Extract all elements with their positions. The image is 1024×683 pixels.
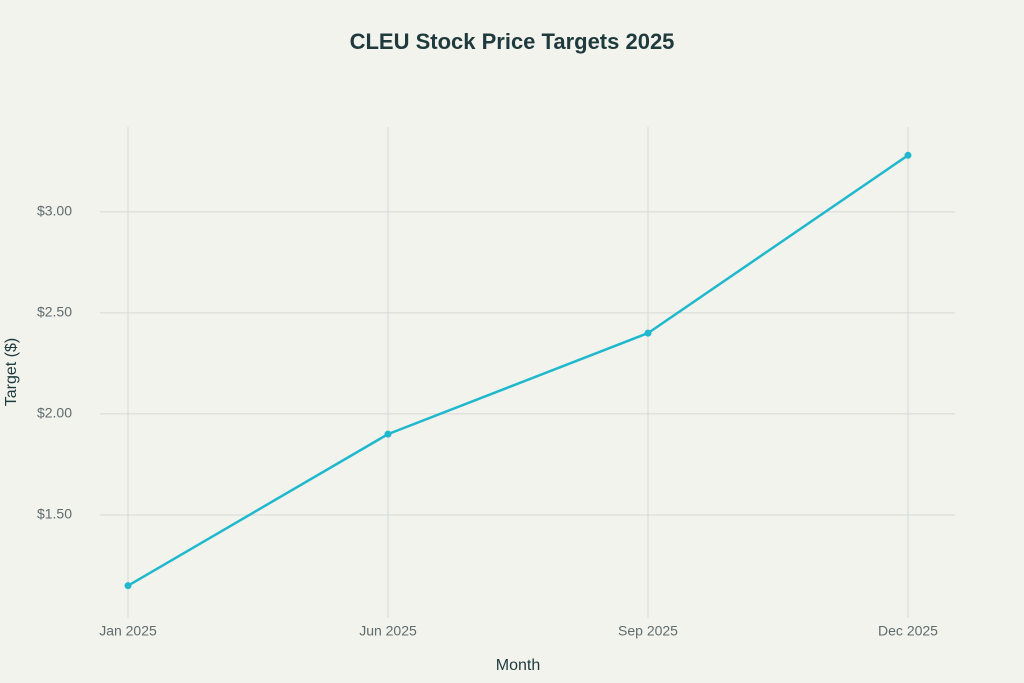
point — [644, 329, 652, 337]
y-tick-label: $1.50 — [37, 506, 72, 522]
chart-title: CLEU Stock Price Targets 2025 — [350, 29, 675, 54]
y-tick-label: $3.00 — [37, 203, 72, 219]
x-tick-label: Sep 2025 — [618, 623, 678, 639]
point — [384, 430, 392, 438]
line — [127, 154, 909, 587]
point — [904, 151, 912, 159]
y-tick-label: $2.50 — [37, 304, 72, 320]
y-axis-label: Target ($) — [3, 338, 20, 406]
y-tick-label: $2.00 — [37, 405, 72, 421]
x-axis-label: Month — [496, 657, 540, 674]
x-tick-label: Jan 2025 — [99, 623, 157, 639]
x-tick-label: Jun 2025 — [359, 623, 417, 639]
x-tick-label: Dec 2025 — [878, 623, 938, 639]
point — [124, 582, 132, 590]
